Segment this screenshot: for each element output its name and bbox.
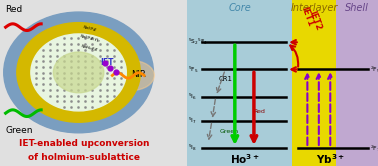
Text: of holmium-sublattice: of holmium-sublattice [28,153,140,162]
Text: $^5$I$_6$: $^5$I$_6$ [188,91,197,102]
Text: $\mathbf{Yb^{3+}}$: $\mathbf{Yb^{3+}}$ [316,152,345,166]
Text: Green: Green [6,126,33,135]
Text: CR1: CR1 [218,76,232,82]
Text: Core: Core [228,2,251,13]
Text: Interlayer: Interlayer [290,2,338,13]
Text: $^2$F$_{7/2}$: $^2$F$_{7/2}$ [370,143,378,153]
Text: $^2$F$_{5/2}$: $^2$F$_{5/2}$ [370,65,378,74]
Text: Green: Green [220,129,239,134]
Bar [187,0,292,166]
Text: NaYF4:Yb: NaYF4:Yb [79,34,100,43]
Ellipse shape [53,52,104,93]
Text: NaHoF4: NaHoF4 [81,44,99,52]
Text: IET: IET [100,58,113,67]
Ellipse shape [31,34,126,111]
Text: IET-enabled upconversion: IET-enabled upconversion [19,139,149,148]
Text: IET1: IET1 [300,5,315,28]
Text: IET2: IET2 [307,10,323,32]
Text: Red: Red [254,109,266,114]
Bar [336,0,378,166]
Text: Red: Red [6,5,23,14]
Text: $^5$F$_5$: $^5$F$_5$ [188,64,198,75]
Ellipse shape [17,23,140,122]
Text: Shell: Shell [345,2,369,13]
Text: $\mathbf{Ho^{3+}}$: $\mathbf{Ho^{3+}}$ [229,152,259,166]
Ellipse shape [4,12,153,133]
Text: $^5$I$_8$: $^5$I$_8$ [188,143,197,153]
Text: NIR: NIR [131,70,146,79]
Bar [292,0,336,166]
Text: $^5$I$_7$: $^5$I$_7$ [188,116,197,126]
Text: $^5$S$_2$$^5$F$_4$: $^5$S$_2$$^5$F$_4$ [188,37,208,47]
Ellipse shape [108,60,154,90]
Text: NaYF4: NaYF4 [83,25,97,33]
